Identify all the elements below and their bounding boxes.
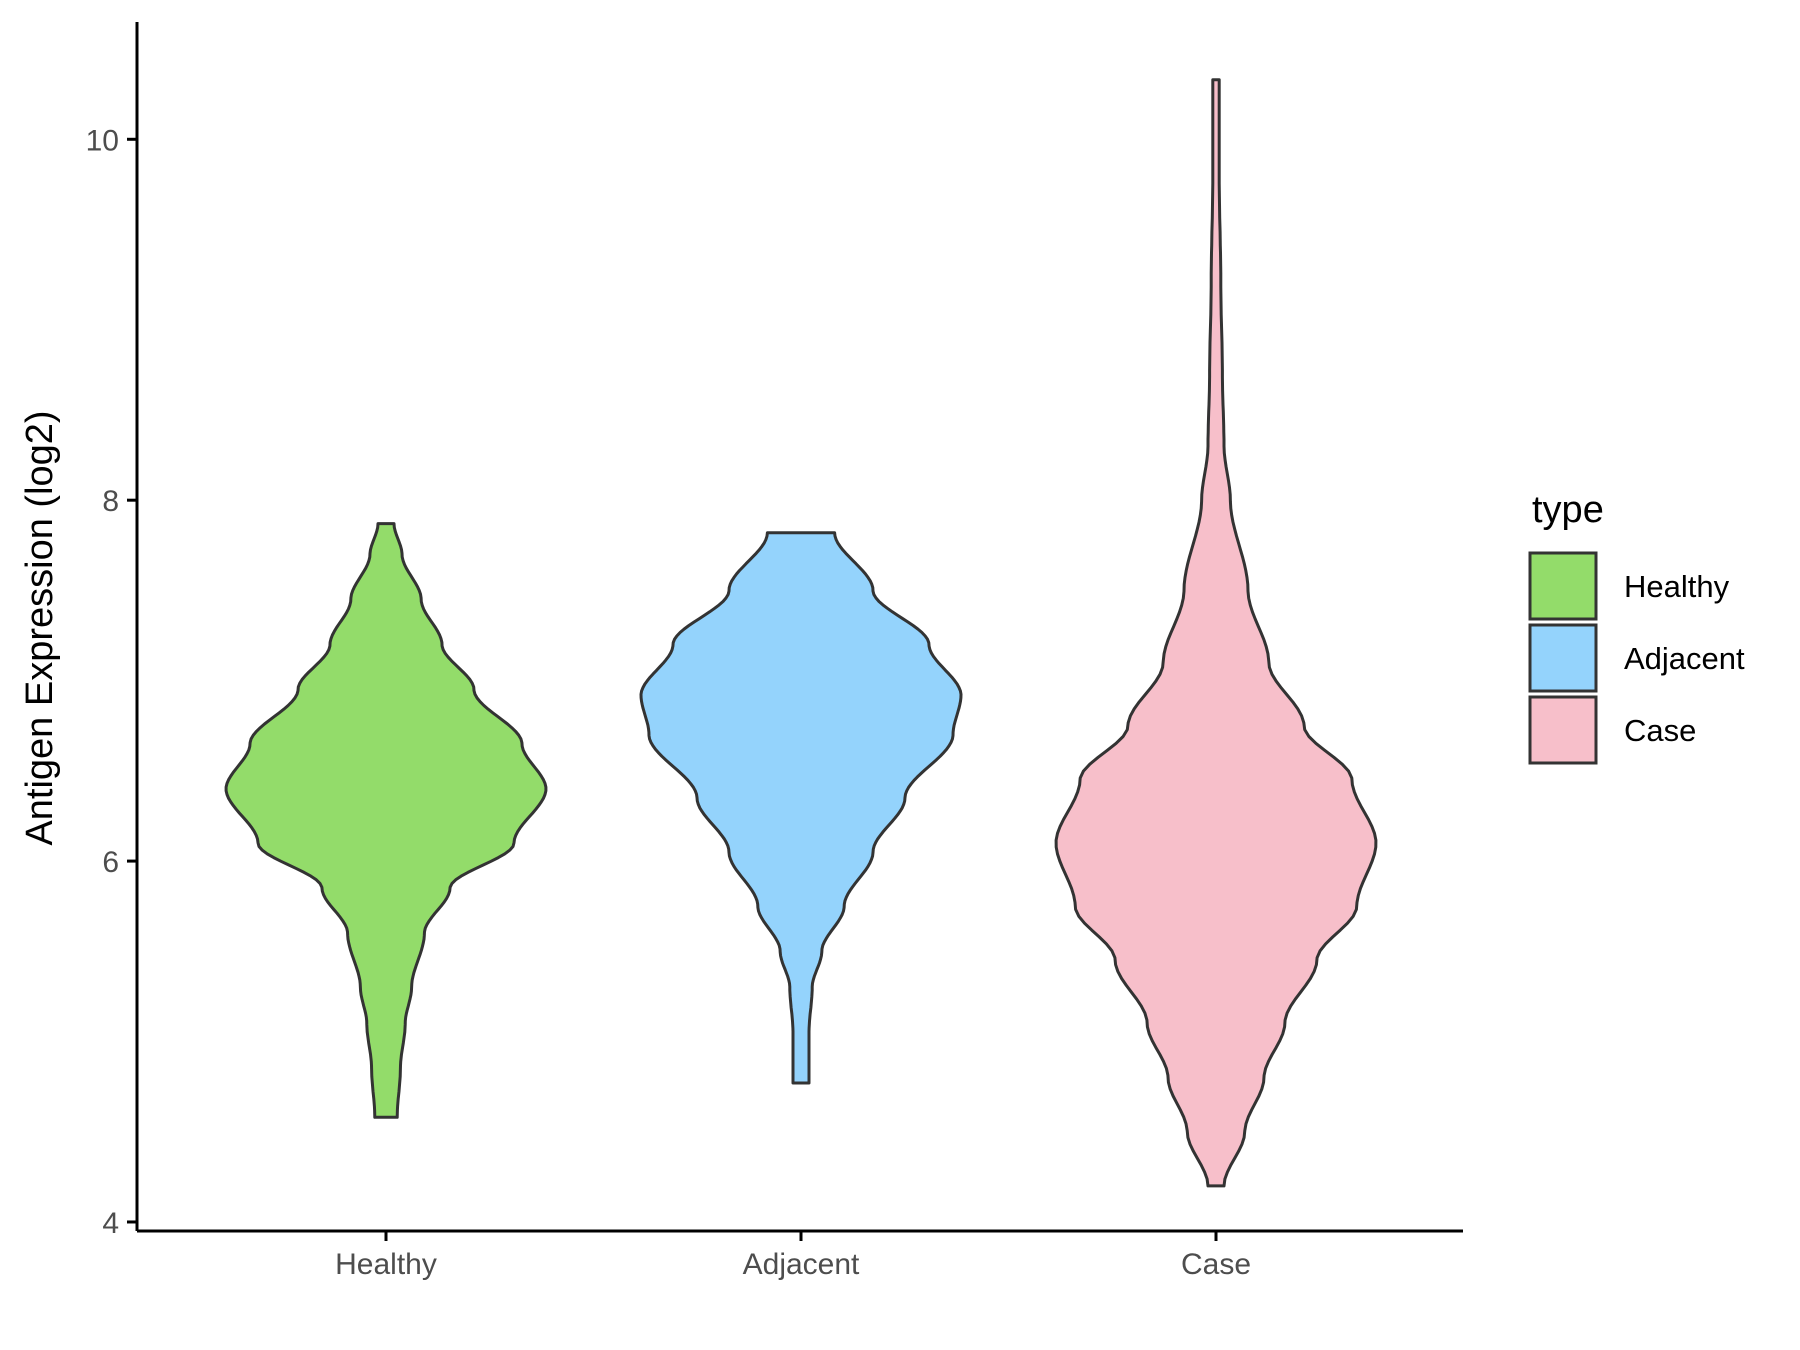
- legend-key-adjacent: [1528, 623, 1598, 693]
- legend-key-case: [1528, 695, 1598, 765]
- legend-title: type: [1532, 489, 1604, 531]
- y-tick-label: 6: [102, 846, 119, 879]
- x-tick-label: Adjacent: [743, 1248, 860, 1281]
- x-tick-label: Case: [1181, 1248, 1251, 1281]
- violin-healthy: [224, 522, 548, 1119]
- y-tick-label: 4: [102, 1207, 119, 1240]
- y-tick-label: 8: [102, 485, 119, 518]
- y-ticks: 4 6 8 10: [86, 124, 137, 1240]
- x-ticks: Healthy Adjacent Case: [335, 1231, 1251, 1281]
- legend-label-case: Case: [1624, 713, 1696, 748]
- y-axis-title: Antigen Expression (log2): [19, 410, 61, 845]
- x-tick-label: Healthy: [335, 1248, 437, 1281]
- legend-key-healthy: [1528, 551, 1598, 621]
- violins-layer: [224, 78, 1378, 1188]
- legend: type Healthy Adjacent Case: [1528, 489, 1745, 765]
- legend-label-healthy: Healthy: [1624, 569, 1730, 604]
- violin-case: [1054, 78, 1378, 1188]
- y-tick-label: 10: [86, 124, 119, 157]
- legend-label-adjacent: Adjacent: [1624, 641, 1745, 676]
- violin-adjacent: [639, 531, 963, 1085]
